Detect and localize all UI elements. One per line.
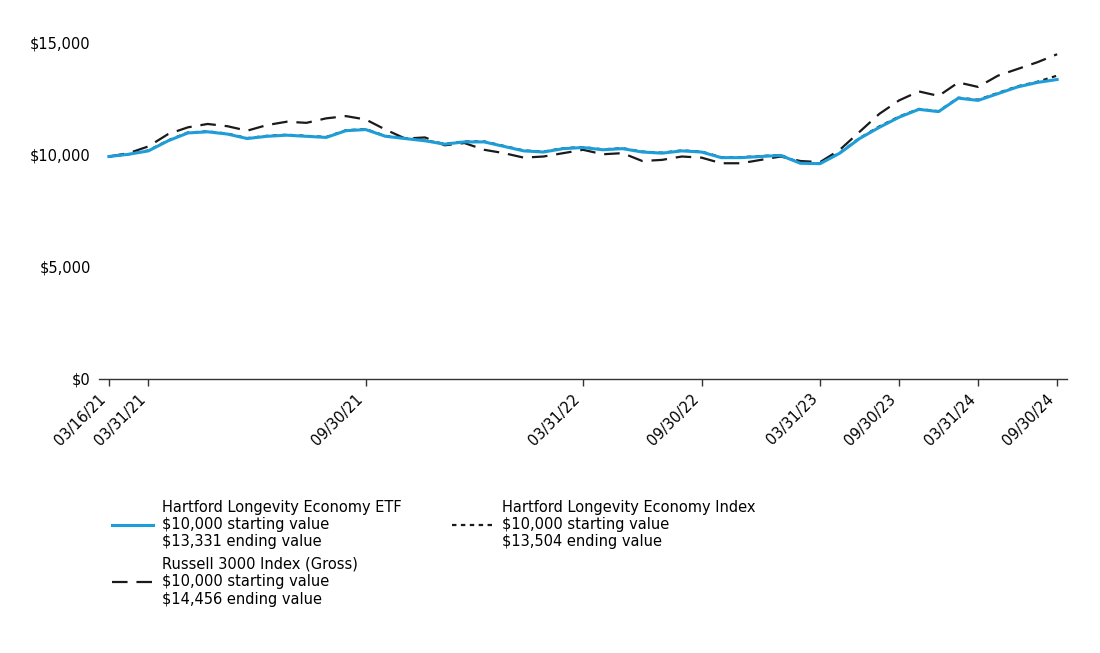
Legend: Hartford Longevity Economy ETF
$10,000 starting value
$13,331 ending value, Russ: Hartford Longevity Economy ETF $10,000 s… [107,494,761,613]
